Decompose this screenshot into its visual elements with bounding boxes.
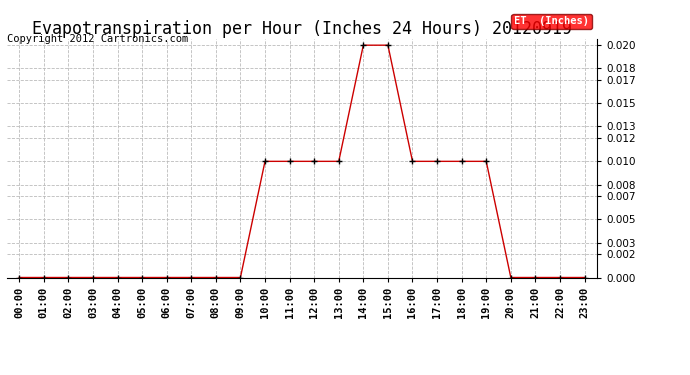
Title: Evapotranspiration per Hour (Inches 24 Hours) 20120919: Evapotranspiration per Hour (Inches 24 H… [32, 20, 572, 38]
Text: Copyright 2012 Cartronics.com: Copyright 2012 Cartronics.com [7, 34, 188, 44]
Legend: ET  (Inches): ET (Inches) [511, 13, 591, 29]
